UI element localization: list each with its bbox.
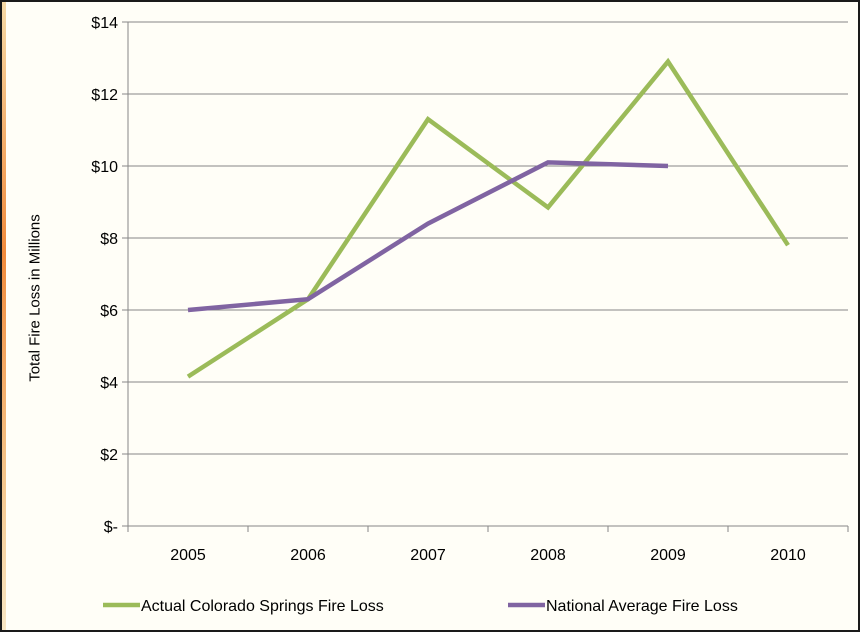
legend-label: National Average Fire Loss xyxy=(546,598,738,615)
legend-label: Actual Colorado Springs Fire Loss xyxy=(141,598,384,615)
series-line-1 xyxy=(186,57,790,379)
y-tick-label: $14 xyxy=(91,15,118,32)
y-tick-label: $8 xyxy=(100,231,118,248)
frame-edge-decoration xyxy=(2,2,6,630)
series-line-2 xyxy=(187,160,669,313)
y-tick-label: $10 xyxy=(91,159,118,176)
x-tick-label: 2006 xyxy=(290,547,326,564)
y-tick-label: $- xyxy=(104,519,118,536)
y-tick-label: $4 xyxy=(100,375,118,392)
x-tick-label: 2005 xyxy=(170,547,206,564)
y-tick-label: $6 xyxy=(100,303,118,320)
y-tick-label: $2 xyxy=(100,447,118,464)
x-tick-label: 2008 xyxy=(530,547,566,564)
x-tick-label: 2009 xyxy=(650,547,686,564)
x-tick-label: 2007 xyxy=(410,547,446,564)
y-tick-label: $12 xyxy=(91,87,118,104)
x-tick-label: 2010 xyxy=(770,547,806,564)
